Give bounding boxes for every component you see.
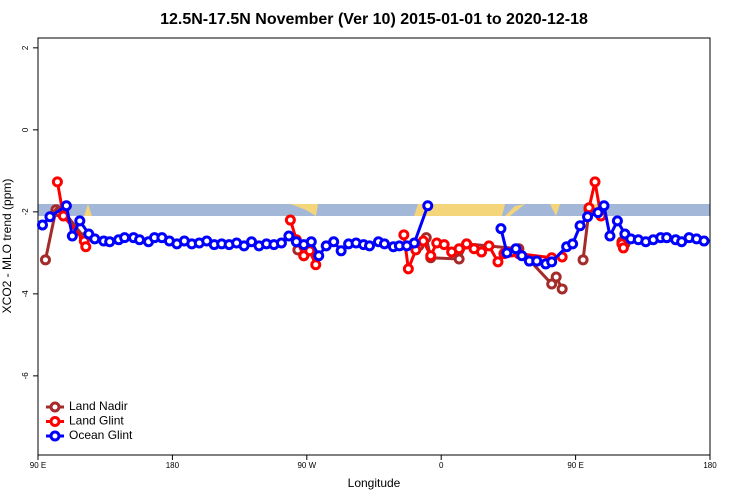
data-point — [425, 250, 437, 262]
data-point — [567, 238, 579, 250]
data-point — [495, 223, 507, 235]
data-point — [60, 200, 72, 212]
data-point — [74, 215, 86, 227]
data-point — [283, 230, 295, 242]
y-axis-label: XCO2 - MLO trend (ppm) — [0, 179, 14, 314]
data-point — [617, 242, 629, 254]
data-point — [582, 211, 594, 223]
data-point — [546, 256, 558, 268]
data-point — [531, 255, 543, 267]
data-point — [402, 263, 414, 275]
data-point — [501, 247, 513, 259]
data-point — [313, 250, 325, 262]
data-point — [275, 237, 287, 249]
y-tick-label: -4 — [21, 290, 30, 298]
data-point — [284, 214, 296, 226]
x-tick-label: 90 W — [297, 461, 316, 470]
data-point — [104, 236, 116, 248]
data-point — [453, 243, 465, 255]
y-tick-label: 0 — [21, 127, 30, 132]
data-point — [80, 241, 92, 253]
data-point — [661, 232, 673, 244]
data-point — [453, 253, 465, 265]
x-tick-label: 0 — [439, 461, 444, 470]
data-point — [589, 176, 601, 188]
y-tick-label: -6 — [21, 372, 30, 380]
data-point — [378, 238, 390, 250]
legend-marker — [49, 401, 61, 413]
x-tick-label: 180 — [166, 461, 180, 470]
series-line — [43, 207, 626, 290]
data-point — [461, 238, 473, 250]
data-point — [698, 235, 710, 247]
data-point — [556, 283, 568, 295]
x-tick-label: 90 E — [30, 461, 46, 470]
data-point — [44, 211, 56, 223]
x-tick-label: 90 E — [567, 461, 583, 470]
data-point — [398, 229, 410, 241]
data-point — [492, 256, 504, 268]
data-point — [438, 239, 450, 251]
x-axis-label: Longitude — [348, 476, 401, 490]
chart-title: 12.5N-17.5N November (Ver 10) 2015-01-01… — [160, 11, 588, 28]
data-point — [408, 237, 420, 249]
data-point — [516, 250, 528, 262]
data-point — [119, 232, 131, 244]
data-point — [36, 219, 48, 231]
data-point — [611, 215, 623, 227]
data-point — [57, 210, 69, 222]
data-point — [550, 271, 562, 283]
data-point — [592, 207, 604, 219]
legend-label: Land Glint — [69, 414, 124, 428]
data-point — [364, 240, 376, 252]
y-tick-label: -2 — [21, 208, 30, 216]
data-point — [417, 235, 429, 247]
data-point — [89, 233, 101, 245]
data-point — [39, 254, 51, 266]
data-point — [583, 202, 595, 214]
y-tick-label: 2 — [21, 45, 30, 50]
data-point — [598, 200, 610, 212]
data-point — [328, 236, 340, 248]
legend-label: Ocean Glint — [69, 428, 133, 442]
data-point — [577, 254, 589, 266]
data-point — [483, 240, 495, 252]
data-point — [310, 259, 322, 271]
legend-label: Land Nadir — [69, 399, 128, 413]
map-strip — [38, 204, 710, 216]
data-point — [134, 234, 146, 246]
data-point — [305, 236, 317, 248]
data-point — [476, 246, 488, 258]
data-point — [66, 230, 78, 242]
data-point — [51, 176, 63, 188]
data-point — [604, 230, 616, 242]
data-point — [510, 243, 522, 255]
plot-frame — [37, 37, 711, 456]
legend-marker — [49, 430, 61, 442]
x-tick-label: 180 — [703, 461, 717, 470]
data-point — [574, 220, 586, 232]
legend-marker — [49, 416, 61, 427]
data-point — [422, 200, 434, 212]
data-point — [335, 245, 347, 257]
